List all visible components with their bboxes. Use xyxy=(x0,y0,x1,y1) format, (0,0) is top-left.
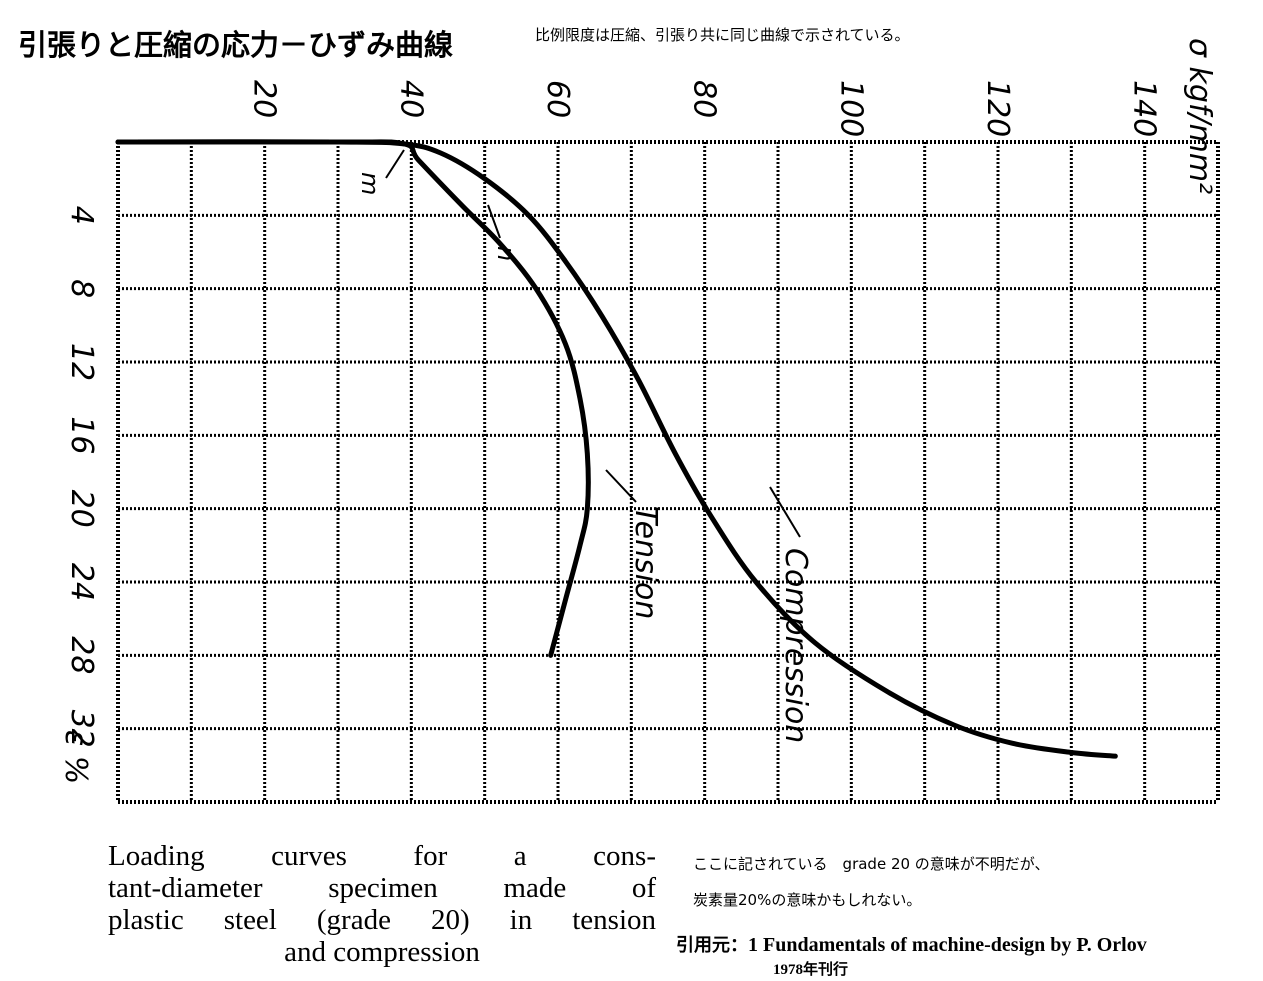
y-tick-label: 32 xyxy=(64,710,99,748)
publication-year: 1978年刊行 xyxy=(773,962,849,978)
compression-label: Compression xyxy=(778,548,813,743)
y-tick-label: 4 xyxy=(64,206,99,225)
page-title: 引張りと圧縮の応力－ひずみ曲線 xyxy=(18,28,454,62)
x-tick-label: 40 xyxy=(393,80,428,118)
caption-line-3: plastic steel (grade 20) in tension xyxy=(108,904,656,936)
axis-units: σ kgf/mm² ε % xyxy=(58,38,1217,784)
x-tick-label: 20 xyxy=(247,80,282,118)
chart-series xyxy=(115,139,1118,759)
chart-grid xyxy=(116,140,1220,804)
compression-leader-line xyxy=(769,486,801,538)
figure-caption: Loading curves for a cons- tant-diameter… xyxy=(108,840,656,968)
y-tick-label: 24 xyxy=(64,563,99,601)
caption-line-4: and compression xyxy=(284,936,480,968)
caption-line-2: tant-diameter specimen made of xyxy=(108,872,656,904)
y-tick-label: 12 xyxy=(64,343,99,381)
page-subtitle: 比例限度は圧縮、引張り共に同じ曲線で示されている。 xyxy=(535,26,910,44)
m-annotation: m xyxy=(356,172,384,195)
y-axis-unit: ε % xyxy=(58,730,93,784)
x-tick-label: 80 xyxy=(687,80,722,118)
source-reference: 1 Fundamentals of machine-design by P. O… xyxy=(748,934,1147,956)
x-tick-label: 120 xyxy=(980,80,1015,137)
x-tick-label: 140 xyxy=(1127,80,1162,137)
note-line-2: 炭素量20%の意味かもしれない。 xyxy=(693,891,922,909)
y-tick-label: 28 xyxy=(64,636,99,674)
y-tick-label: 8 xyxy=(64,279,99,298)
y-tick-label: 16 xyxy=(64,416,99,454)
y-axis-ticks: 4 8 12 16 20 24 28 32 xyxy=(64,206,99,748)
x-axis-unit: σ kgf/mm² xyxy=(1182,38,1217,194)
note-line-1: ここに記されている grade 20 の意味が不明だが、 xyxy=(693,855,1050,873)
x-tick-label: 60 xyxy=(540,80,575,118)
n-annotation: n xyxy=(492,246,520,261)
caption-line-1: Loading curves for a cons- xyxy=(108,840,656,872)
chart-curve-labels: Tension Compression m n xyxy=(356,149,813,743)
tension-label: Tension xyxy=(628,506,663,619)
source-label: 引用元： xyxy=(676,935,748,956)
y-tick-label: 20 xyxy=(64,490,99,528)
m-leader-line xyxy=(385,149,405,179)
n-leader-line xyxy=(487,204,501,239)
x-axis-ticks: 20 40 60 80 100 120 140 xyxy=(247,80,1162,137)
source-citation: 引用元：1 Fundamentals of machine-design by … xyxy=(676,931,1147,957)
tension-leader-line xyxy=(605,469,637,503)
series-line-tension xyxy=(115,139,591,658)
series-line-compression xyxy=(115,139,1118,759)
x-tick-label: 100 xyxy=(833,80,868,137)
